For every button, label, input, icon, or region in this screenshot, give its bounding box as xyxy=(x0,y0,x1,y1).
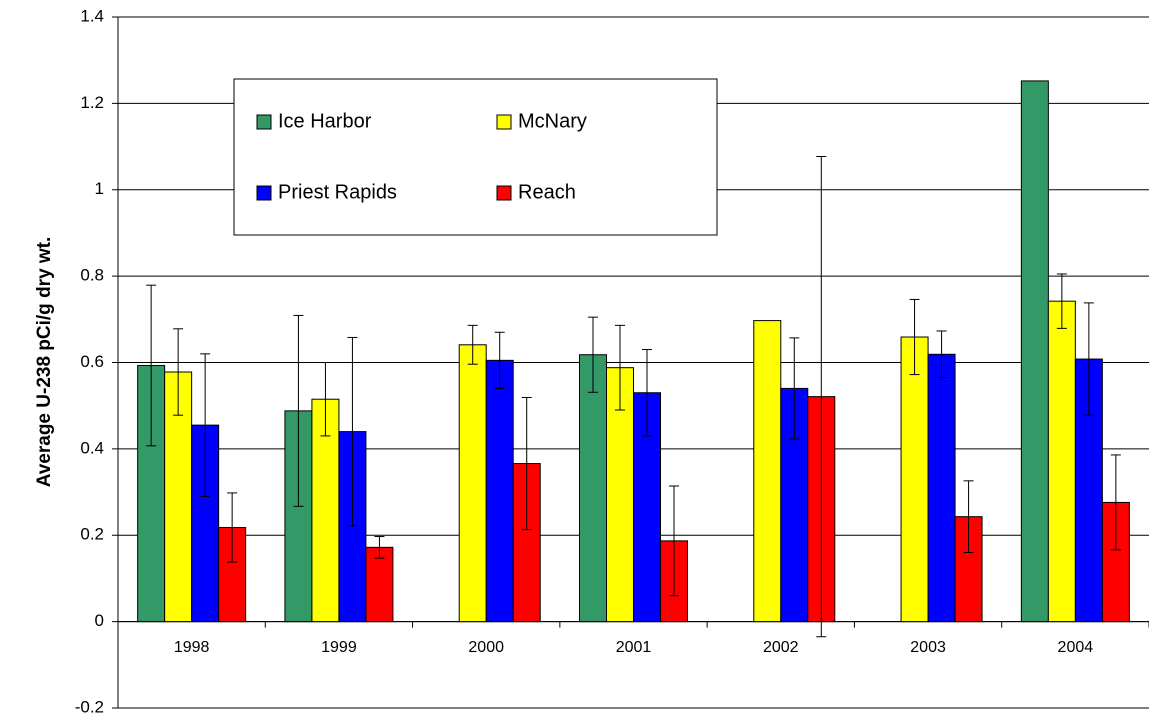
bar xyxy=(927,353,956,623)
x-tick-label: 2003 xyxy=(910,639,946,656)
x-tick-label: 1999 xyxy=(321,639,357,656)
error-bar xyxy=(467,324,478,365)
y-tick-label: 1 xyxy=(95,179,104,198)
bar xyxy=(1047,300,1076,623)
x-tick-label: 2000 xyxy=(468,639,504,656)
legend-swatch xyxy=(256,185,272,201)
legend-swatch xyxy=(496,114,512,130)
legend-swatch xyxy=(496,185,512,201)
y-tick-label: 0 xyxy=(95,611,104,630)
error-bar xyxy=(816,155,827,638)
bar xyxy=(753,320,782,623)
x-tick-label: 2004 xyxy=(1058,639,1094,656)
error-bar xyxy=(146,284,157,447)
legend-label: Reach xyxy=(518,181,576,203)
error-bar xyxy=(642,349,652,437)
y-tick-label: -0.2 xyxy=(75,697,104,716)
y-tick-label: 0.2 xyxy=(80,525,104,544)
error-bar xyxy=(374,536,385,559)
bar xyxy=(579,354,607,623)
y-tick-label: 0.4 xyxy=(80,438,104,457)
y-tick-label: 1.2 xyxy=(80,93,104,112)
legend-label: Priest Rapids xyxy=(278,181,397,203)
error-bar xyxy=(909,298,920,376)
legend-label: Ice Harbor xyxy=(278,110,372,132)
error-bar xyxy=(1110,454,1121,551)
y-tick-label: 0.6 xyxy=(80,352,104,371)
error-bar xyxy=(789,337,800,440)
error-bar xyxy=(227,492,238,563)
error-bar xyxy=(320,362,331,437)
error-bar xyxy=(521,396,532,531)
error-bar xyxy=(936,330,947,379)
bar xyxy=(458,344,487,623)
y-tick-label: 0.8 xyxy=(80,266,104,285)
y-axis-title: Average U-238 pCi/g dry wt. xyxy=(34,237,55,488)
error-bar xyxy=(588,316,598,393)
error-bar xyxy=(963,480,974,554)
bar xyxy=(900,336,929,623)
x-tick-label: 1998 xyxy=(174,639,210,656)
error-bar xyxy=(173,328,184,416)
error-bar xyxy=(1056,273,1067,329)
legend xyxy=(233,78,718,236)
x-tick-label: 2002 xyxy=(763,639,799,656)
error-bar xyxy=(1083,302,1094,416)
error-bar xyxy=(347,336,358,527)
bar xyxy=(485,359,514,623)
legend-swatch xyxy=(256,114,272,130)
legend-label: McNary xyxy=(518,110,587,132)
y-tick-label: 1.4 xyxy=(80,6,104,25)
error-bar xyxy=(615,324,625,411)
bar xyxy=(1020,80,1049,623)
error-bar xyxy=(669,485,679,597)
error-bar xyxy=(293,314,304,507)
error-bar xyxy=(494,331,505,389)
error-bar xyxy=(200,353,211,497)
bar xyxy=(365,546,394,623)
x-tick-label: 2001 xyxy=(616,639,652,656)
